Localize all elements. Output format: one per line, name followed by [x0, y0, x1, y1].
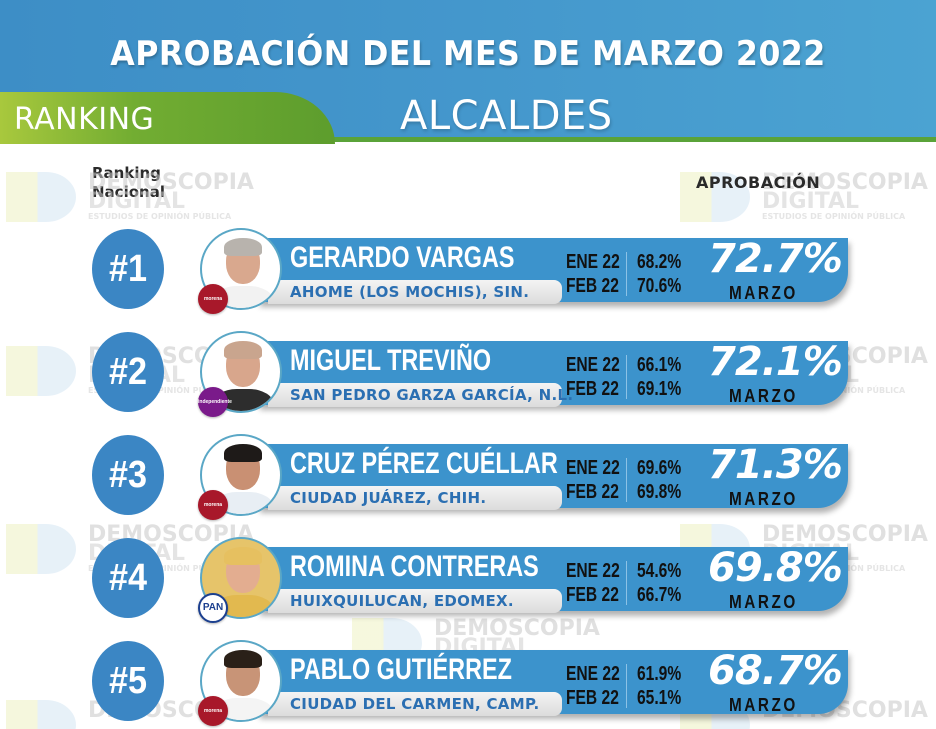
rank-badge: #3	[92, 435, 164, 515]
page-subtitle: ALCALDES	[400, 93, 613, 139]
month-value: 66.1%	[637, 354, 682, 376]
month-value: 65.1%	[637, 687, 682, 709]
label-line: Nacional	[92, 183, 165, 201]
month-values: 66.1% 69.1%	[637, 353, 694, 401]
rank-badge: #5	[92, 641, 164, 721]
candidate-city: CIUDAD JUÁREZ, CHIH.	[290, 489, 487, 507]
current-approval: 71.3%	[708, 442, 843, 488]
city-box	[268, 692, 562, 716]
candidate-name: ROMINA CONTRERAS	[290, 550, 539, 583]
month-value: 69.8%	[637, 481, 682, 503]
watermark-text: DEMOSCOPIA	[762, 170, 928, 195]
month-labels: ENE 22 FEB 22	[566, 353, 628, 401]
candidate-name: PABLO GUTIÉRREZ	[290, 653, 512, 686]
month-value: 69.6%	[637, 457, 682, 479]
divider	[626, 664, 627, 708]
candidate-name: CRUZ PÉREZ CUÉLLAR	[290, 447, 558, 480]
month-labels: ENE 22 FEB 22	[566, 662, 628, 710]
watermark-d-icon	[6, 524, 76, 574]
month-label: FEB 22	[566, 481, 619, 503]
current-approval: 69.8%	[708, 545, 843, 591]
party-logo-morena-icon: morena	[198, 284, 228, 314]
month-label: ENE 22	[566, 354, 620, 376]
ranking-tab-label: RANKING	[14, 102, 155, 137]
watermark-d-icon	[680, 172, 750, 222]
watermark-d-icon	[6, 700, 76, 729]
header-banner: APROBACIÓN DEL MES DE MARZO 2022 RANKING…	[0, 0, 936, 144]
month-value: 66.7%	[637, 584, 682, 606]
month-value: 68.2%	[637, 251, 682, 273]
party-logo-pan-icon: PAN	[198, 593, 228, 623]
divider	[626, 252, 627, 296]
month-values: 61.9% 65.1%	[637, 662, 694, 710]
page-title: APROBACIÓN DEL MES DE MARZO 2022	[110, 34, 826, 74]
month-label: ENE 22	[566, 251, 620, 273]
city-box	[268, 589, 562, 613]
month-values: 68.2% 70.6%	[637, 250, 694, 298]
candidate-city: HUIXQUILUCAN, EDOMEX.	[290, 592, 514, 610]
month-values: 54.6% 66.7%	[637, 559, 694, 607]
party-logo-independiente-icon: independiente	[198, 387, 232, 417]
watermark-text: DEMOSCOPIA	[434, 616, 600, 641]
current-month-label: MARZO	[729, 592, 798, 612]
party-logo-morena-icon: morena	[198, 490, 228, 520]
watermark-text: ESTUDIOS DE OPINIÓN PÚBLICA	[88, 212, 232, 221]
ranking-nacional-label: Ranking Nacional	[92, 164, 165, 202]
ranking-tab: RANKING	[0, 92, 335, 144]
month-value: 70.6%	[637, 275, 682, 297]
month-label: FEB 22	[566, 584, 619, 606]
current-month-label: MARZO	[729, 283, 798, 303]
month-labels: ENE 22 FEB 22	[566, 559, 628, 607]
candidate-city: AHOME (LOS MOCHIS), SIN.	[290, 283, 530, 301]
candidate-name: MIGUEL TREVIÑO	[290, 344, 492, 377]
month-value: 54.6%	[637, 560, 682, 582]
city-box	[268, 280, 562, 304]
month-value: 69.1%	[637, 378, 682, 400]
label-line: Ranking	[92, 164, 161, 182]
divider	[626, 458, 627, 502]
month-labels: ENE 22 FEB 22	[566, 250, 628, 298]
candidate-city: CIUDAD DEL CARMEN, CAMP.	[290, 695, 540, 713]
current-approval: 72.1%	[708, 339, 843, 385]
month-label: ENE 22	[566, 663, 620, 685]
ranking-row: #4 ROMINA CONTRERAS HUIXQUILUCAN, EDOMEX…	[0, 537, 936, 641]
rank-badge: #2	[92, 332, 164, 412]
watermark-d-icon	[6, 346, 76, 396]
current-approval: 68.7%	[708, 648, 843, 694]
month-labels: ENE 22 FEB 22	[566, 456, 628, 504]
candidate-name: GERARDO VARGAS	[290, 241, 515, 274]
party-logo-morena-icon: morena	[198, 696, 228, 726]
watermark-text: DIGITAL	[762, 189, 860, 214]
month-label: FEB 22	[566, 378, 619, 400]
divider	[626, 355, 627, 399]
month-value: 61.9%	[637, 663, 682, 685]
ranking-row: #1 GERARDO VARGAS AHOME (LOS MOCHIS), SI…	[0, 228, 936, 332]
candidate-photo	[200, 434, 282, 516]
watermark-text: DEMOSCOPIA	[762, 522, 928, 547]
month-label: ENE 22	[566, 560, 620, 582]
current-month-label: MARZO	[729, 386, 798, 406]
aprobacion-label: APROBACIÓN	[696, 173, 821, 192]
month-label: ENE 22	[566, 457, 620, 479]
month-values: 69.6% 69.8%	[637, 456, 694, 504]
ranking-row: #2 MIGUEL TREVIÑO SAN PEDRO GARZA GARCÍA…	[0, 331, 936, 435]
month-label: FEB 22	[566, 687, 619, 709]
ranking-row: #5 PABLO GUTIÉRREZ CIUDAD DEL CARMEN, CA…	[0, 640, 936, 729]
ranking-row: #3 CRUZ PÉREZ CUÉLLAR CIUDAD JUÁREZ, CHI…	[0, 434, 936, 538]
current-month-label: MARZO	[729, 695, 798, 715]
candidate-city: SAN PEDRO GARZA GARCÍA, N.L.	[290, 386, 574, 404]
current-month-label: MARZO	[729, 489, 798, 509]
rank-badge: #4	[92, 538, 164, 618]
city-box	[268, 383, 562, 407]
city-box	[268, 486, 562, 510]
month-label: FEB 22	[566, 275, 619, 297]
watermark-text: DIGITAL	[88, 189, 186, 214]
divider	[626, 561, 627, 605]
watermark-text: DEMOSCOPIA	[88, 170, 254, 195]
watermark-text: ESTUDIOS DE OPINIÓN PÚBLICA	[762, 212, 906, 221]
current-approval: 72.7%	[708, 236, 843, 282]
rank-badge: #1	[92, 229, 164, 309]
watermark-d-icon	[6, 172, 76, 222]
